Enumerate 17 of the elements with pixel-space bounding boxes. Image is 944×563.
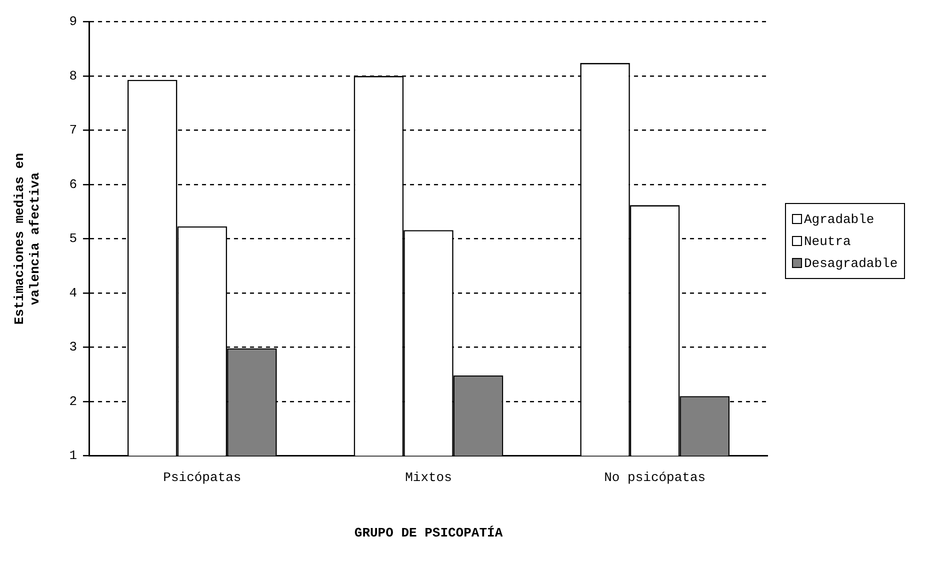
y-tick-label: 3 <box>69 340 77 355</box>
x-tick-label: Psicópatas <box>163 470 242 486</box>
y-tick-label: 4 <box>69 285 78 300</box>
y-tick-label: 7 <box>69 122 77 138</box>
y-tick-label: 1 <box>69 448 78 464</box>
text: Neutra <box>804 234 851 248</box>
y-tick-label: 5 <box>69 231 77 246</box>
y-axis-title: Estimaciones medias en valencia afectiva <box>12 152 43 325</box>
text: Agradable <box>804 212 874 226</box>
y-tick-label: 8 <box>69 68 77 84</box>
y-tick-label: 6 <box>69 176 77 192</box>
x-tick-label: Mixtos <box>405 470 452 486</box>
y-tick-label: 9 <box>69 14 77 30</box>
x-tick-label: No psicópatas <box>604 470 706 486</box>
y-tick-label: 2 <box>69 394 77 409</box>
legend-label: Desagradable <box>804 256 898 270</box>
x-axis-title: GRUPO DE PSICOPATÍA <box>354 525 503 540</box>
